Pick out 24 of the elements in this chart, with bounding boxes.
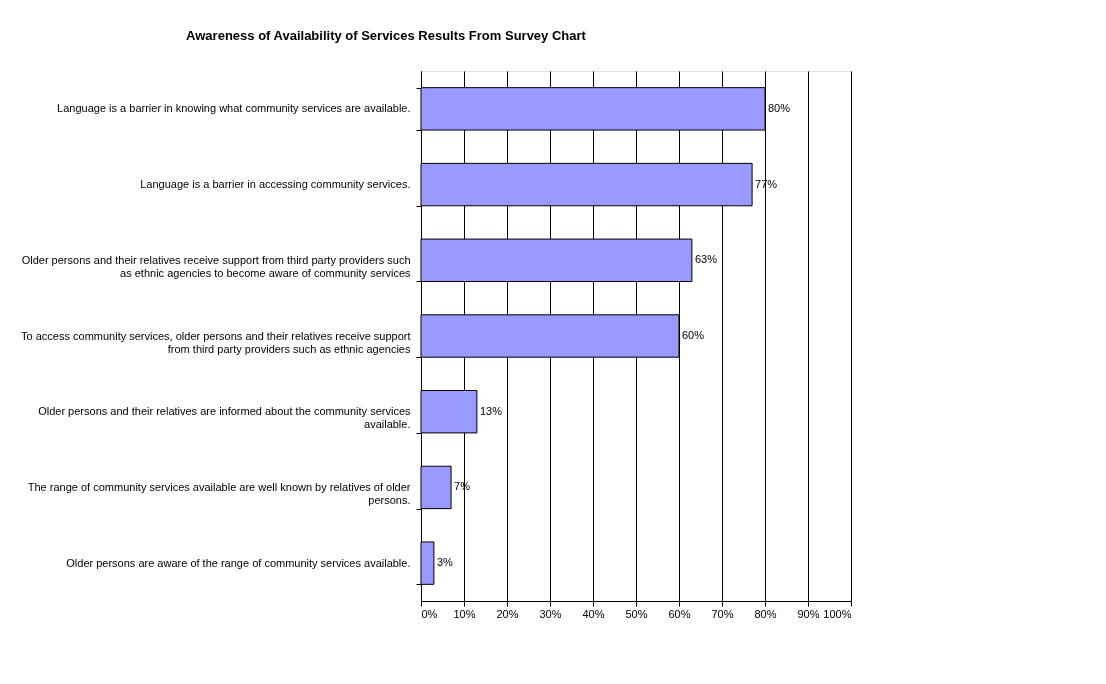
x-tick-label: 80% xyxy=(754,607,777,620)
data-label: 63% xyxy=(694,253,718,266)
x-tick-label: 0% xyxy=(421,607,438,620)
x-tick-label: 40% xyxy=(582,607,605,620)
x-tick-label: 30% xyxy=(539,607,562,620)
x-tick-label: 50% xyxy=(625,607,648,620)
data-label: 13% xyxy=(479,404,503,417)
data-label: 80% xyxy=(768,101,791,114)
y-tick-label: Language is a barrier in accessing community services. xyxy=(140,178,411,191)
data-label: 60% xyxy=(682,329,705,341)
y-tick-label: The range of community services available are well known by relatives of older persons. xyxy=(27,480,411,506)
x-tick-label: 70% xyxy=(711,607,734,620)
x-tick-label: 60% xyxy=(668,607,691,620)
y-tick-label: Older persons and their relatives are informed about the community services available. xyxy=(38,405,411,431)
y-tick-label: Older persons are aware of the range of community services available. xyxy=(66,556,411,569)
x-tick-label: 90% xyxy=(797,607,820,620)
chart-title: Awareness of Availability of Services Results From Survey Chart xyxy=(186,28,587,43)
y-tick-label: Language is a barrier in knowing what community services are available. xyxy=(57,102,411,115)
x-tick-label: 10% xyxy=(453,607,476,620)
x-tick-label: 100% xyxy=(823,607,852,620)
y-tick-label: Older persons and their relatives receive support from third party providers such as ethnic agencies to become aware of community services xyxy=(21,253,411,279)
data-label: 3% xyxy=(436,556,454,569)
y-tick-label: To access community services, older persons and their relatives receive support from third party providers such as ethnic agencies xyxy=(21,329,411,355)
x-tick-label: 20% xyxy=(496,607,519,620)
